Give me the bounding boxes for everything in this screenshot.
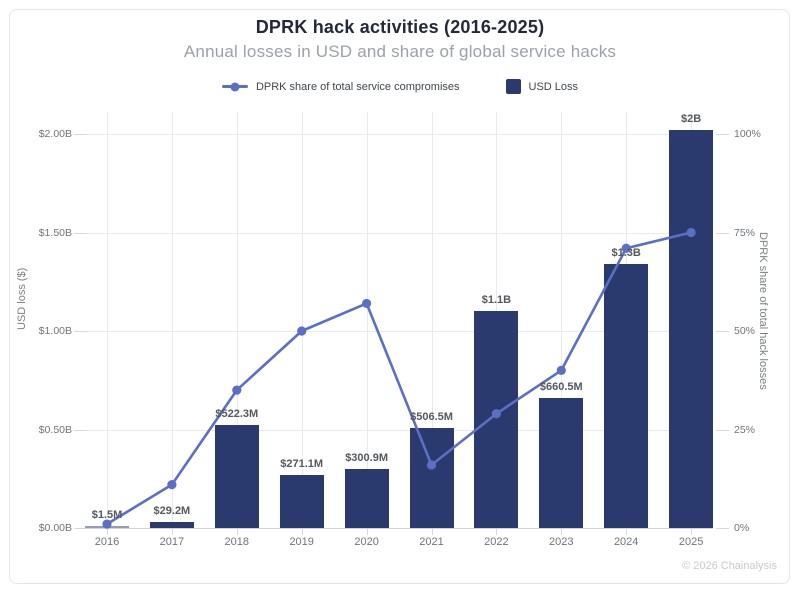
x-axis-tick: 2018	[224, 536, 250, 548]
legend-label-dprk-share: DPRK share of total service compromises	[255, 80, 460, 93]
x-tick-mark	[561, 528, 563, 535]
bar-usd-loss	[669, 130, 714, 528]
y-axis-tick-left: $1.00B	[38, 325, 72, 337]
gridline-horizontal	[77, 134, 713, 135]
legend-item-usd-loss: USD Loss	[505, 79, 579, 94]
x-axis-tick: 2022	[484, 536, 509, 548]
x-axis-tick: 2021	[419, 536, 444, 548]
bar-usd-loss	[214, 425, 259, 528]
bar-value-label: $660.5M	[539, 380, 583, 393]
legend-label-usd-loss: USD Loss	[528, 80, 579, 93]
bar-usd-loss	[409, 428, 454, 528]
y-axis-tick-right: 50%	[734, 325, 756, 337]
x-tick-mark	[171, 528, 173, 535]
gridline-vertical	[171, 112, 173, 528]
bar-value-label: $300.9M	[345, 451, 388, 464]
bar-usd-loss	[279, 474, 324, 528]
x-tick-mark	[496, 528, 498, 535]
x-axis-tick: 2016	[94, 536, 120, 548]
legend-item-dprk-share: DPRK share of total service compromises	[221, 80, 460, 93]
x-axis-tick: 2019	[289, 536, 314, 548]
footer-credit: © 2026 Chainalysis	[682, 560, 777, 572]
chart-title: DPRK hack activities (2016-2025)	[255, 17, 545, 37]
bar-series-swatch-icon	[505, 79, 521, 94]
y-axis-title-left: USD loss ($)	[16, 267, 28, 330]
y-axis-tick-left: $0.50B	[38, 423, 72, 436]
y-axis-tick-left: $0.00B	[38, 522, 72, 534]
y-axis-tick-right: 25%	[734, 423, 756, 436]
gridline-vertical	[366, 112, 368, 528]
line-series-marker-icon	[221, 82, 248, 91]
x-tick-mark	[431, 528, 433, 535]
bar-value-label: $522.3M	[215, 408, 259, 421]
x-tick-mark	[301, 528, 303, 535]
x-axis-tick: 2023	[549, 536, 574, 548]
y-axis-tick-right: 75%	[734, 226, 756, 239]
legend: DPRK share of total service compromises …	[0, 79, 800, 94]
bar-usd-loss	[344, 468, 389, 528]
bar-usd-loss	[474, 311, 519, 528]
y-tick-mark-right	[716, 134, 729, 135]
bar-value-label: $29.2M	[153, 505, 191, 518]
gridline-vertical	[107, 112, 108, 528]
y-axis-tick-right: 0%	[734, 522, 750, 534]
y-tick-mark-left	[74, 429, 87, 431]
x-tick-mark	[236, 528, 238, 535]
y-tick-mark-left	[74, 134, 87, 135]
bar-value-label: $506.5M	[410, 411, 453, 424]
chart-subtitle: Annual losses in USD and share of global…	[183, 42, 617, 61]
y-axis-title-right: DPRK share of total hack losses	[757, 232, 769, 390]
y-axis-tick-left: $2.00B	[38, 128, 72, 140]
bar-value-label: $1.1B	[481, 294, 512, 307]
x-axis-tick: 2024	[613, 536, 639, 548]
x-axis-tick: 2020	[354, 536, 379, 548]
x-axis-tick: 2017	[159, 536, 185, 548]
bar-usd-loss	[539, 397, 584, 528]
y-tick-mark-right	[716, 429, 729, 431]
x-tick-mark	[691, 528, 693, 535]
bar-usd-loss	[149, 522, 194, 528]
bar-usd-loss	[85, 526, 129, 528]
y-axis-tick-left: $1.50B	[38, 226, 72, 239]
x-tick-mark	[366, 528, 368, 535]
y-tick-mark-left	[74, 232, 87, 234]
y-tick-mark-right	[716, 232, 729, 234]
y-tick-mark-left	[74, 331, 87, 332]
y-tick-mark-right	[716, 528, 729, 529]
bar-value-label: $2B	[681, 113, 702, 126]
x-axis-line	[77, 528, 713, 529]
x-axis-tick: 2025	[678, 536, 704, 548]
x-tick-mark	[626, 528, 628, 535]
y-tick-mark-right	[716, 331, 729, 332]
bar-usd-loss	[604, 264, 649, 528]
x-tick-mark	[107, 528, 108, 535]
bar-value-label: $1.3B	[611, 247, 641, 260]
y-axis-tick-right: 100%	[734, 128, 761, 140]
